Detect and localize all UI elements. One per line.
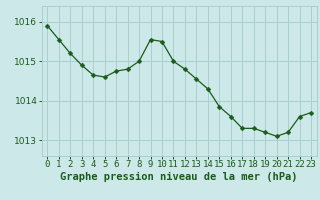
X-axis label: Graphe pression niveau de la mer (hPa): Graphe pression niveau de la mer (hPa): [60, 172, 298, 182]
